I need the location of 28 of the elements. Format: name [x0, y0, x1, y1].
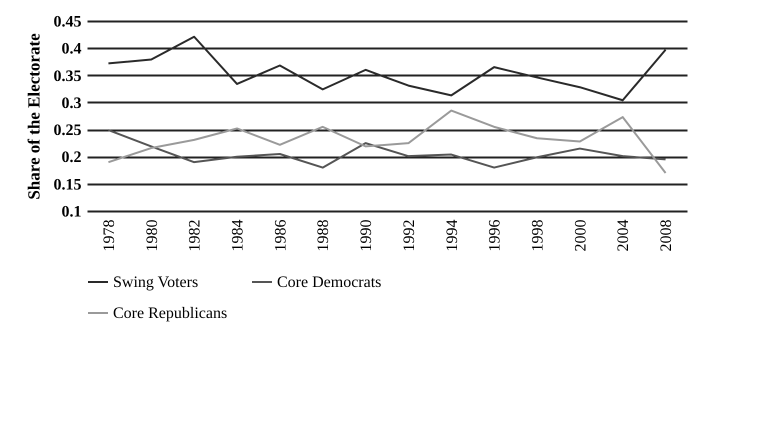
x-tick-label: 2000 — [572, 220, 590, 252]
y-tick-label: 0.1 — [62, 204, 82, 220]
legend-label: Core Republicans — [113, 305, 228, 322]
x-tick-label: 1994 — [444, 220, 461, 252]
y-tick-label: 0.35 — [54, 68, 82, 85]
x-tick-label: 1982 — [186, 220, 204, 252]
y-tick-label: 0.4 — [62, 40, 82, 58]
line-series — [107, 129, 667, 169]
y-tick-label: 0.2 — [62, 149, 82, 166]
x-tick-label: 1992 — [400, 220, 418, 252]
x-tick-label: 1984 — [230, 220, 246, 252]
y-axis-title: Share of the Electorate — [24, 32, 44, 200]
x-tick-label: 1978 — [100, 220, 118, 252]
legend-label: Swing Voters — [113, 274, 198, 291]
y-tick-label: 0.45 — [54, 14, 82, 30]
x-tick-label: 1980 — [144, 220, 161, 252]
x-tick-label: 2004 — [615, 220, 632, 252]
y-tick-label: 0.25 — [54, 122, 82, 140]
x-tick-label: 1996 — [486, 220, 504, 252]
y-tick-label: 0.3 — [62, 94, 82, 112]
x-tick-label: 1986 — [272, 220, 290, 252]
x-tick-label: 2008 — [658, 220, 676, 252]
legend-label: Core Democrats — [277, 274, 382, 291]
x-tick-label: 1990 — [358, 220, 376, 252]
x-tick-label: 1988 — [315, 220, 332, 252]
line-series — [107, 110, 667, 174]
y-tick-label: 0.15 — [54, 176, 82, 194]
x-tick-label: 1998 — [530, 220, 546, 252]
